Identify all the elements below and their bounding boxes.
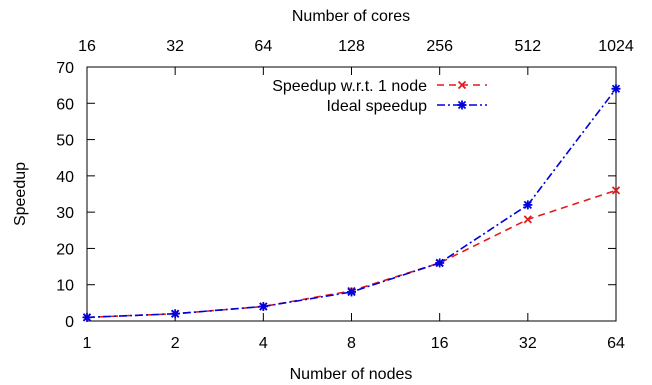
- data-point: [523, 215, 532, 224]
- y-tick-label: 50: [56, 133, 74, 150]
- x-tick-label: 8: [347, 335, 356, 352]
- x-tick-label: 2: [171, 335, 180, 352]
- legend: Speedup w.r.t. 1 node Ideal speedup: [272, 78, 487, 115]
- x2-tick-label: 16: [78, 38, 96, 55]
- data-point: [611, 186, 621, 195]
- x-tick-label: 4: [259, 335, 268, 352]
- series-1: [82, 84, 621, 322]
- x2-tick-label: 1024: [598, 38, 634, 55]
- y-tick-label: 10: [56, 278, 74, 295]
- legend-marker-1: [457, 100, 467, 110]
- axis-ticks: 0 10 20 30 40 50 60 70 1 16 2 32 4 64 8 128 16 256 32 512 64…: [56, 38, 634, 352]
- plot-frame: [86, 66, 617, 322]
- x-tick-label: 1: [83, 335, 92, 352]
- data-point: [170, 309, 180, 319]
- x2-tick-label: 256: [426, 38, 453, 55]
- y-tick-label: 0: [65, 314, 74, 331]
- data-point: [611, 84, 621, 94]
- x2-tick-label: 512: [514, 38, 541, 55]
- bottom-axis-label: Number of nodes: [290, 366, 413, 383]
- x-tick-label: 32: [519, 335, 537, 352]
- legend-label-1: Ideal speedup: [326, 98, 427, 115]
- data-point: [258, 301, 268, 311]
- y-tick-label: 40: [56, 169, 74, 186]
- series-0: [82, 186, 621, 322]
- legend-marker-0: [457, 80, 467, 90]
- y-tick-label: 60: [56, 96, 74, 113]
- legend-label-0: Speedup w.r.t. 1 node: [272, 78, 427, 95]
- y-axis-label: Speedup: [12, 162, 29, 226]
- data-point: [435, 258, 445, 268]
- x-tick-label: 64: [607, 335, 625, 352]
- data-point: [82, 312, 92, 322]
- x-tick-label: 16: [431, 335, 449, 352]
- x2-tick-label: 64: [254, 38, 272, 55]
- series-line-0: [86, 189, 617, 319]
- y-tick-label: 30: [56, 205, 74, 222]
- series-layer: [82, 84, 621, 322]
- y-tick-label: 70: [56, 60, 74, 77]
- data-point: [523, 200, 533, 210]
- x2-tick-label: 128: [338, 38, 365, 55]
- y-tick-label: 20: [56, 241, 74, 258]
- x2-tick-label: 32: [166, 38, 184, 55]
- top-axis-label: Number of cores: [292, 8, 410, 25]
- series-line-1: [86, 88, 617, 319]
- data-point: [347, 287, 356, 297]
